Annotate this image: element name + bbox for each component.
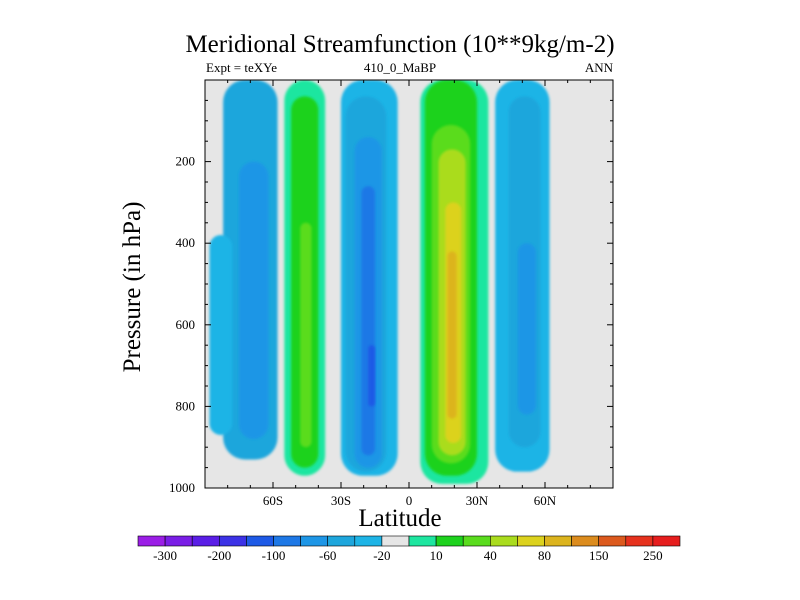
x-axis-label: Latitude	[358, 505, 442, 532]
x-tick-label: 30N	[466, 493, 489, 508]
contour-band	[517, 243, 536, 415]
colorbar-label: -20	[373, 548, 390, 563]
colorbar-box	[544, 535, 572, 547]
colorbar-label: -60	[319, 548, 336, 563]
contour-band	[239, 161, 269, 440]
left-string: Expt = teXYe	[206, 60, 278, 75]
colorbar-label: 150	[589, 548, 609, 563]
center-string: 410_0_MaBP	[363, 60, 437, 75]
x-tick-label: 30S	[331, 493, 351, 508]
colorbar-label: 40	[484, 548, 497, 563]
colorbar-box	[652, 535, 681, 547]
x-tick-label: 60S	[263, 493, 283, 508]
colorbar-box	[517, 535, 545, 547]
colorbar-box	[164, 535, 193, 547]
colorbar-box	[435, 535, 464, 547]
contour-band	[447, 251, 457, 419]
colorbar-box	[191, 535, 220, 547]
contour-band	[368, 345, 375, 407]
y-tick-label: 800	[176, 398, 196, 413]
colorbar-box	[625, 535, 654, 547]
colorbar-box	[246, 535, 274, 547]
colorbar-label: -200	[207, 548, 231, 563]
contour-band	[361, 186, 375, 456]
colorbar-box	[354, 535, 383, 547]
colorbar-box	[408, 535, 437, 547]
colorbar-box	[327, 535, 356, 547]
x-tick-label: 60N	[534, 493, 557, 508]
colorbar-label: -100	[262, 548, 286, 563]
chart-title: Meridional Streamfunction (10**9kg/m-2)	[185, 31, 615, 58]
colorbar-box	[489, 535, 518, 547]
colorbar-box	[381, 535, 410, 547]
y-tick-label: 200	[176, 154, 196, 169]
contour-band	[209, 235, 233, 435]
x-tick-label: 0	[406, 493, 413, 508]
contour-band	[300, 222, 312, 448]
y-tick-label: 600	[176, 317, 196, 332]
colorbar-box	[571, 535, 599, 547]
colorbar-box	[137, 535, 166, 547]
right-string: ANN	[584, 60, 613, 75]
colorbar-label: -300	[153, 548, 177, 563]
y-tick-label: 1000	[169, 480, 195, 495]
colorbar-label: 10	[430, 548, 443, 563]
colorbar-box	[598, 535, 627, 547]
colorbar-label: 250	[643, 548, 663, 563]
colorbar-box	[462, 535, 491, 547]
colorbar-label: 80	[538, 548, 551, 563]
y-tick-label: 400	[176, 235, 196, 250]
colorbar-box	[300, 535, 329, 547]
colorbar-box	[273, 535, 301, 547]
colorbar-box	[219, 535, 247, 547]
